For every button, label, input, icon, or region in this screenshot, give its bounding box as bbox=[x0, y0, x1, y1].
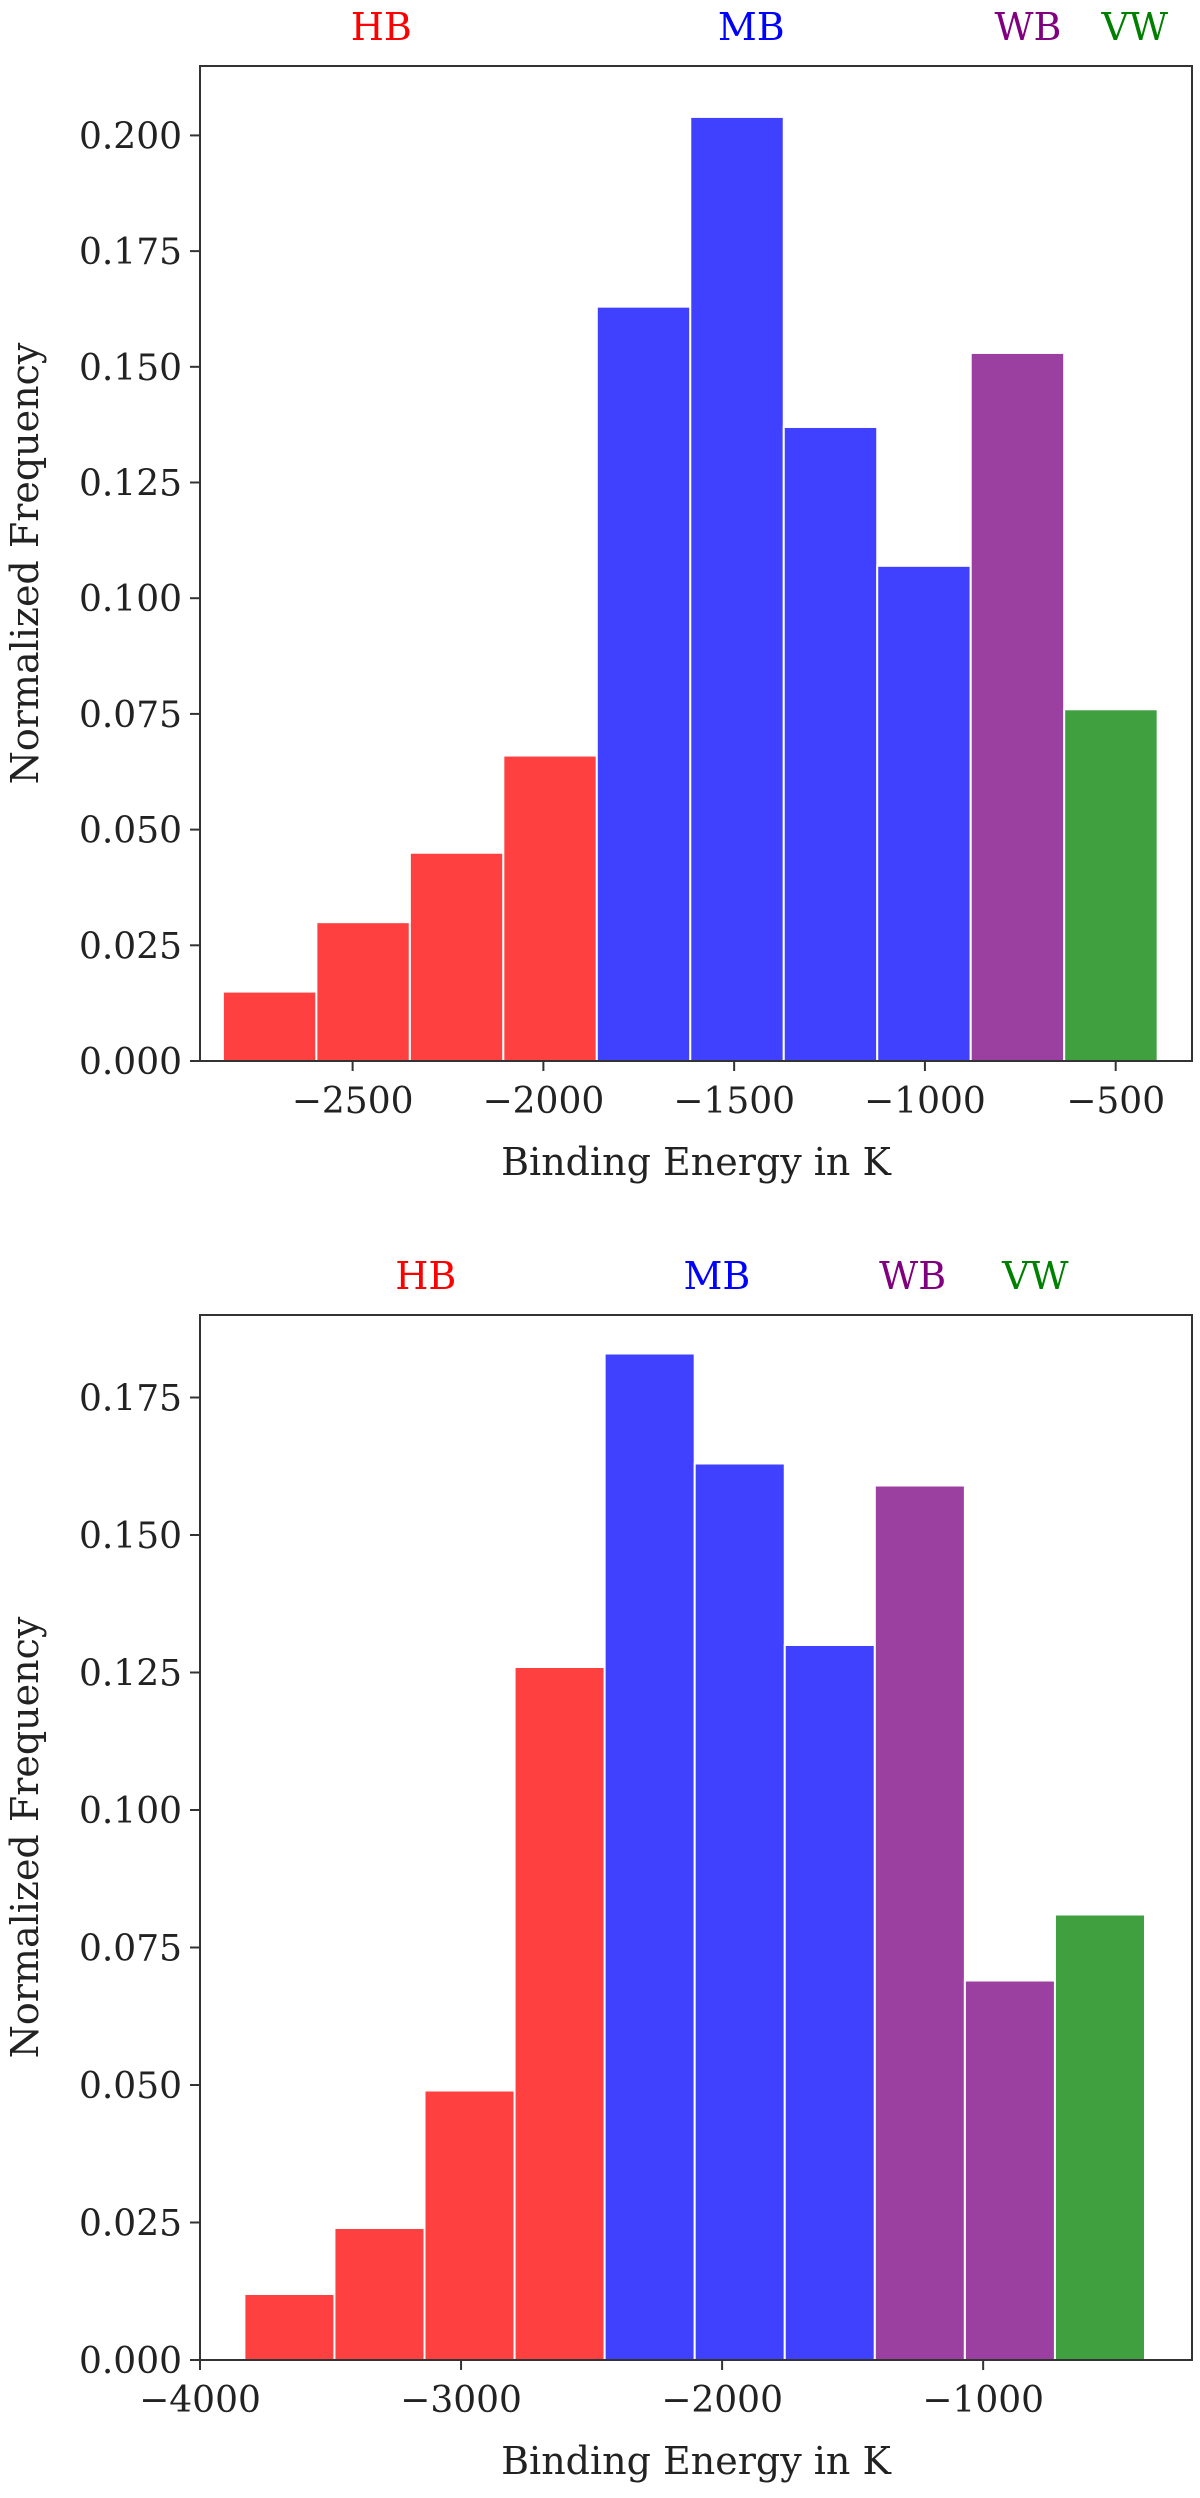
histogram-bar-wb bbox=[873, 1484, 966, 2361]
y-tick-label: 0.200 bbox=[79, 116, 182, 157]
category-label-wb: WB bbox=[994, 5, 1061, 49]
histogram-bar-hb bbox=[315, 921, 411, 1062]
category-label-vw: VW bbox=[1001, 1254, 1069, 1298]
y-axis-label: Normalized Frequency bbox=[3, 342, 47, 784]
y-tick-label: 0.050 bbox=[79, 2066, 182, 2107]
histogram-bar-hb bbox=[423, 2089, 516, 2361]
y-tick-label: 0.000 bbox=[79, 2341, 182, 2382]
x-tick-label: −2500 bbox=[292, 1081, 414, 1122]
y-tick-label: 0.050 bbox=[79, 811, 182, 852]
histogram-bar-hb bbox=[221, 990, 318, 1063]
x-tick-label: −1000 bbox=[864, 1081, 986, 1122]
x-tick-label: −1000 bbox=[922, 2380, 1044, 2421]
y-tick-label: 0.100 bbox=[79, 579, 182, 620]
category-label-vw: VW bbox=[1101, 5, 1169, 49]
x-axis-label: Binding Energy in K bbox=[501, 2439, 891, 2483]
histogram-bar-mb bbox=[693, 1462, 786, 2361]
histogram-bar-mb bbox=[876, 564, 972, 1062]
histogram-bar-mb bbox=[783, 1644, 876, 2361]
y-tick-label: 0.025 bbox=[79, 2204, 182, 2245]
bottom-histogram-chart: 0.000 0.025 0.050 0.075 0.100 0.125 0.150 0.175… bbox=[3, 1254, 1193, 2483]
histogram-bar-vw bbox=[1063, 708, 1159, 1062]
histogram-bar-mb bbox=[782, 425, 879, 1062]
histogram-bar-mb bbox=[689, 115, 785, 1062]
x-axis-label: Binding Energy in K bbox=[501, 1140, 891, 1184]
top-histogram-panel: 0.000 0.025 0.050 0.075 0.100 0.125 0.150 0.175… bbox=[3, 5, 1193, 1184]
category-label-hb: HB bbox=[395, 1254, 456, 1298]
histogram-bar-hb bbox=[502, 754, 598, 1063]
histogram-bar-vw bbox=[1053, 1913, 1147, 2361]
histogram-bar-wb bbox=[963, 1979, 1056, 2361]
y-tick-label: 0.150 bbox=[79, 1516, 182, 1557]
axes-frame bbox=[199, 65, 1193, 1062]
histogram-bar-hb bbox=[243, 2293, 336, 2361]
category-label-mb: MB bbox=[718, 5, 785, 49]
y-tick-label: 0.125 bbox=[79, 464, 182, 505]
y-tick-label: 0.150 bbox=[79, 348, 182, 389]
top-histogram-chart: 0.000 0.025 0.050 0.075 0.100 0.125 0.150 0.175… bbox=[3, 5, 1193, 1184]
y-tick-label: 0.075 bbox=[79, 695, 182, 736]
histogram-bar-hb bbox=[513, 1666, 606, 2361]
histogram-bar-mb bbox=[603, 1352, 696, 2361]
x-tick-label: −1500 bbox=[673, 1081, 795, 1122]
y-tick-label: 0.100 bbox=[79, 1791, 182, 1832]
category-label-hb: HB bbox=[351, 5, 412, 49]
y-tick-label: 0.000 bbox=[79, 1042, 182, 1083]
histogram-bar-mb bbox=[595, 305, 692, 1062]
x-tick-label: −4000 bbox=[139, 2380, 261, 2421]
histogram-bar-wb bbox=[969, 351, 1066, 1062]
y-tick-label: 0.075 bbox=[79, 1929, 182, 1970]
category-label-wb: WB bbox=[879, 1254, 946, 1298]
x-tick-label: −2000 bbox=[482, 1081, 604, 1122]
x-tick-label: −3000 bbox=[400, 2380, 522, 2421]
histogram-bar-hb bbox=[333, 2227, 426, 2361]
y-tick-label: 0.175 bbox=[79, 1379, 182, 1420]
x-tick-label: −500 bbox=[1066, 1081, 1165, 1122]
x-tick-label: −2000 bbox=[661, 2380, 783, 2421]
histogram-bar-hb bbox=[408, 851, 505, 1063]
y-tick-label: 0.025 bbox=[79, 926, 182, 967]
y-tick-label: 0.125 bbox=[79, 1654, 182, 1695]
y-tick-label: 0.175 bbox=[79, 232, 182, 273]
axes-frame bbox=[199, 1314, 1193, 2361]
y-axis-label: Normalized Frequency bbox=[3, 1616, 47, 2058]
category-label-mb: MB bbox=[683, 1254, 750, 1298]
bottom-histogram-panel: 0.000 0.025 0.050 0.075 0.100 0.125 0.150 0.175… bbox=[0, 1249, 1200, 2498]
